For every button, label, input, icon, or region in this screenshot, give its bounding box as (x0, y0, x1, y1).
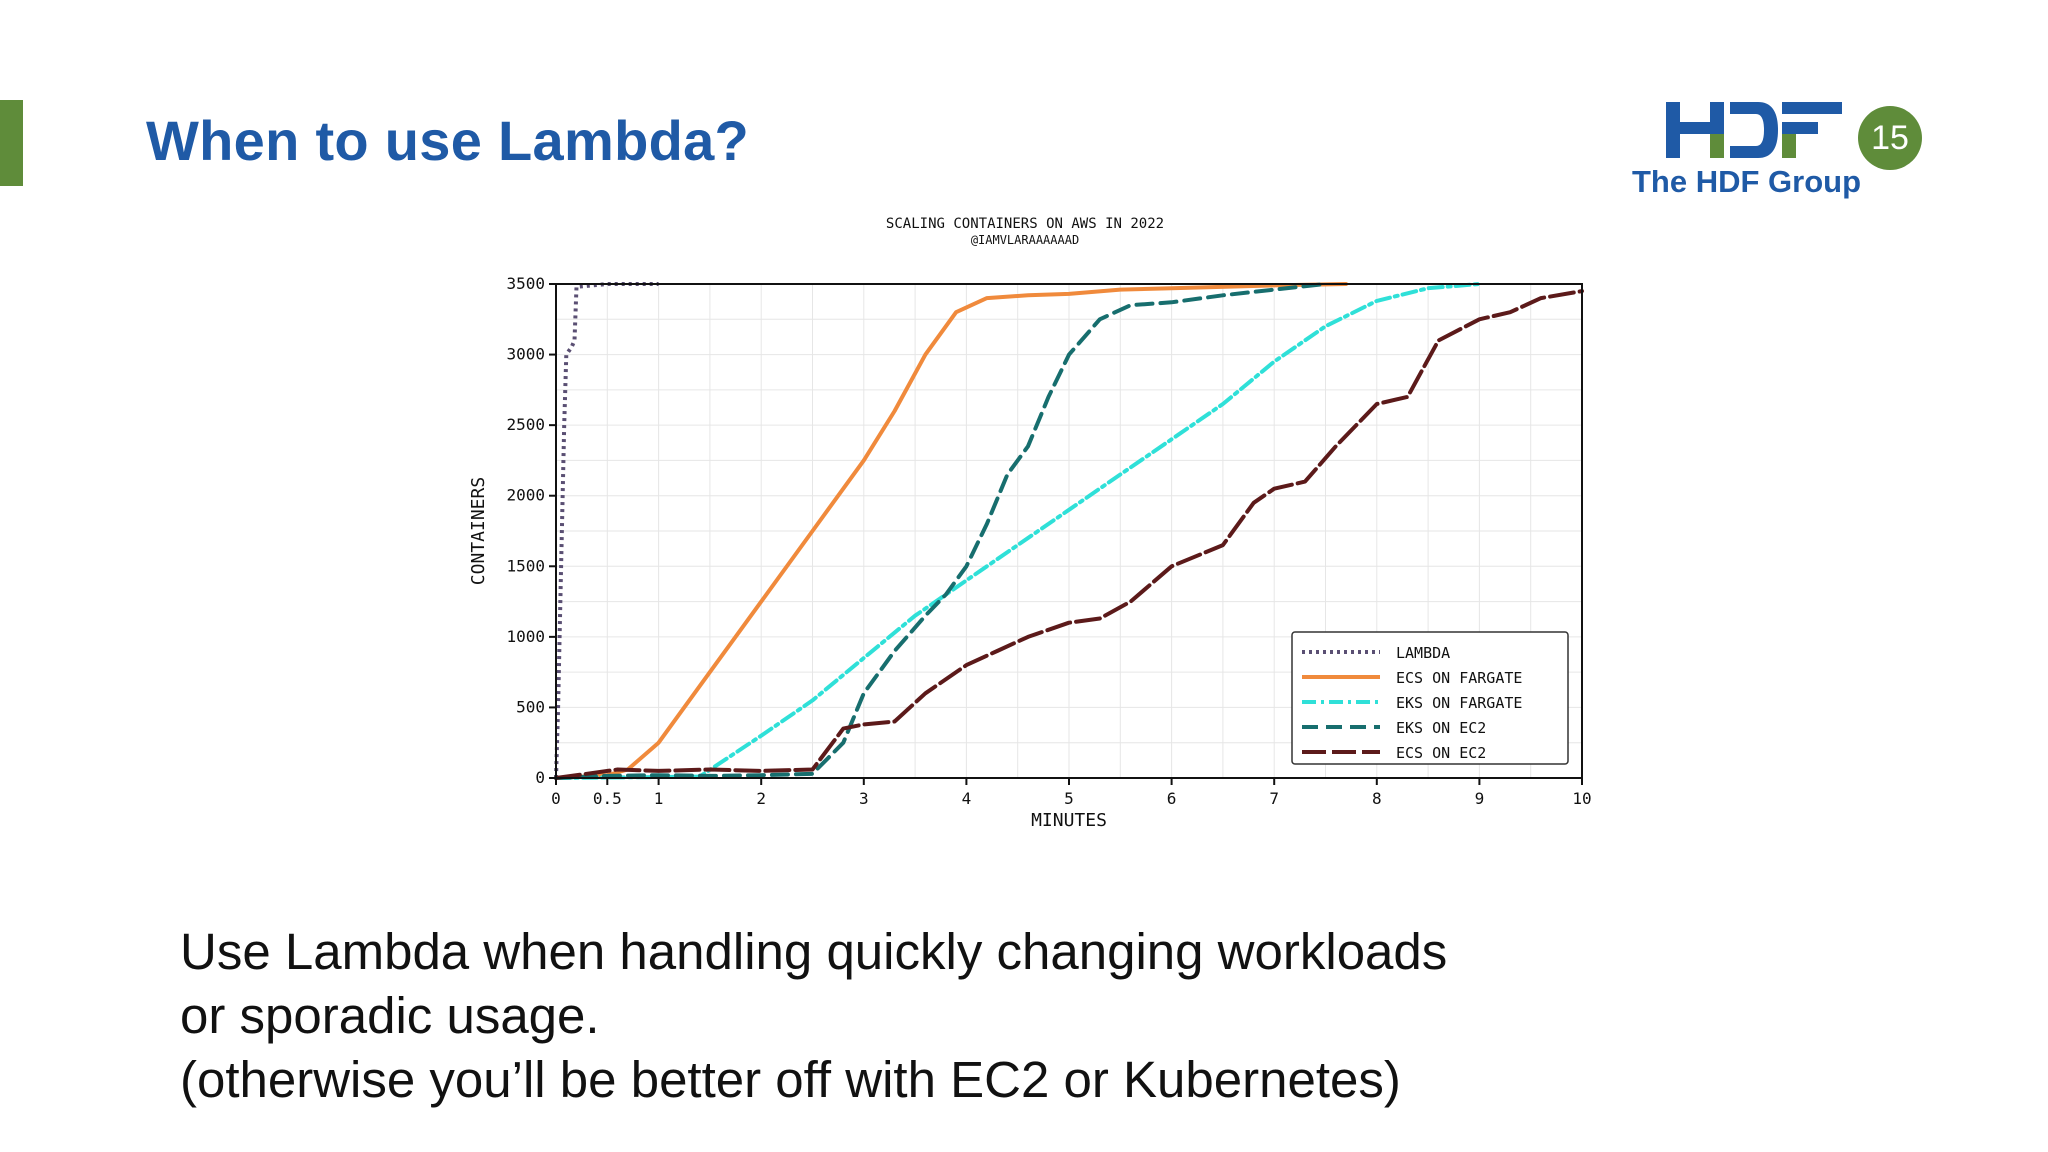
x-tick-label: 9 (1475, 789, 1485, 808)
chart-svg: SCALING CONTAINERS ON AWS IN 2022 @IAMVL… (468, 216, 1592, 831)
y-tick-label: 3000 (506, 345, 545, 364)
series-line-ecs-on-fargate (554, 282, 1348, 780)
series-layer (554, 282, 1584, 780)
y-tick-label: 500 (516, 697, 545, 716)
legend-label: ECS ON FARGATE (1396, 669, 1522, 687)
body-text: Use Lambda when handling quickly changin… (180, 920, 1780, 1112)
x-tick-label: 6 (1167, 789, 1177, 808)
page-number-badge: 15 (1858, 106, 1922, 170)
x-tick-label: 1 (654, 789, 664, 808)
x-tick-label: 5 (1064, 789, 1074, 808)
legend-label: LAMBDA (1396, 644, 1450, 662)
x-tick-label: 0 (551, 789, 561, 808)
series-line-eks-on-fargate (554, 282, 1482, 780)
x-axis-label: MINUTES (1031, 810, 1107, 831)
legend-label: ECS ON EC2 (1396, 744, 1486, 762)
x-tick-label: 0.5 (593, 789, 622, 808)
y-tick-label: 0 (535, 768, 545, 787)
legend-label: EKS ON FARGATE (1396, 694, 1522, 712)
series-line-ecs-on-ec2 (554, 289, 1584, 780)
series-line-lambda (554, 282, 659, 779)
series-line-eks-on-ec2 (554, 282, 1328, 780)
x-tick-label: 7 (1269, 789, 1279, 808)
scaling-chart: SCALING CONTAINERS ON AWS IN 2022 @IAMVL… (460, 204, 1600, 844)
hdf-logo (1666, 102, 1842, 158)
legend-label: EKS ON EC2 (1396, 719, 1486, 737)
body-line-1: Use Lambda when handling quickly changin… (180, 923, 1448, 980)
x-tick-label: 3 (859, 789, 869, 808)
y-tick-label: 2500 (506, 415, 545, 434)
x-tick-label: 10 (1572, 789, 1591, 808)
x-tick-label: 8 (1372, 789, 1382, 808)
legend-box (1291, 631, 1569, 765)
chart-subtitle: @IAMVLARAAAAAAD (971, 233, 1079, 247)
ticks: 0 0.5 1 2 3 4 5 6 7 8 9 10 0 500 1000 1500 2000 2500 3000 3… (506, 274, 1591, 808)
logo-text: The HDF Group (1632, 164, 1862, 199)
body-line-2: or sporadic usage. (180, 987, 600, 1044)
x-tick-label: 4 (962, 789, 972, 808)
y-axis-label: CONTAINERS (468, 477, 489, 585)
accent-bar (0, 100, 23, 186)
y-tick-label: 1000 (506, 627, 545, 646)
y-tick-label: 3500 (506, 274, 545, 293)
y-tick-label: 1500 (506, 556, 545, 575)
y-tick-label: 2000 (506, 486, 545, 505)
body-line-3: (otherwise you’ll be better off with EC2… (180, 1051, 1401, 1108)
chart-title: SCALING CONTAINERS ON AWS IN 2022 (886, 216, 1164, 232)
legend: LAMBDA ECS ON FARGATE EKS ON FARGATE EKS ON… (1291, 631, 1569, 765)
slide-title: When to use Lambda? (146, 109, 750, 172)
x-tick-label: 2 (756, 789, 766, 808)
